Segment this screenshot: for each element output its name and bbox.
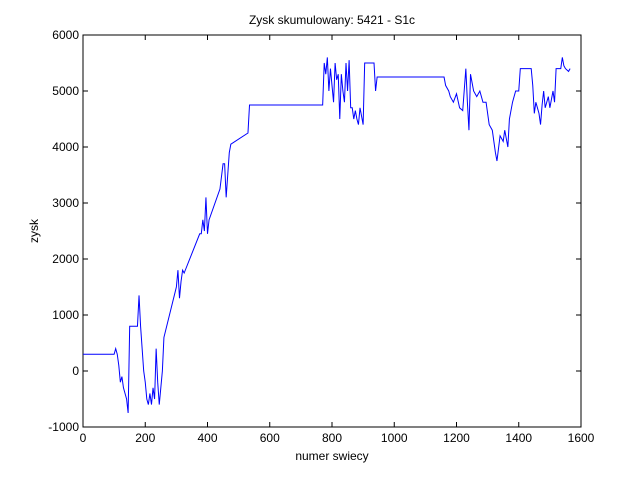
x-tick-label: 0 xyxy=(80,431,87,445)
series-line xyxy=(83,57,571,414)
x-tick-label: 600 xyxy=(260,431,280,445)
x-tick-label: 400 xyxy=(197,431,217,445)
chart-title: Zysk skumulowany: 5421 - S1c xyxy=(249,13,415,27)
y-tick-label: 1000 xyxy=(52,308,79,322)
x-tick-label: 1200 xyxy=(443,431,470,445)
y-tick-label: 3000 xyxy=(52,196,79,210)
y-tick-label: 0 xyxy=(72,364,79,378)
x-tick-label: 1400 xyxy=(505,431,532,445)
plot-area xyxy=(82,34,582,428)
y-tick-label: 4000 xyxy=(52,140,79,154)
y-tick-label: 6000 xyxy=(52,28,79,42)
y-tick-label: 5000 xyxy=(52,84,79,98)
x-tick-label: 1000 xyxy=(381,431,408,445)
x-tick-label: 200 xyxy=(135,431,155,445)
y-tick-label: 2000 xyxy=(52,252,79,266)
x-axis-label: numer swiecy xyxy=(295,449,368,463)
y-axis-label: zysk xyxy=(27,218,41,243)
y-tick-label: -1000 xyxy=(48,420,79,434)
x-tick-label: 1600 xyxy=(568,431,595,445)
x-tick-label: 800 xyxy=(322,431,342,445)
